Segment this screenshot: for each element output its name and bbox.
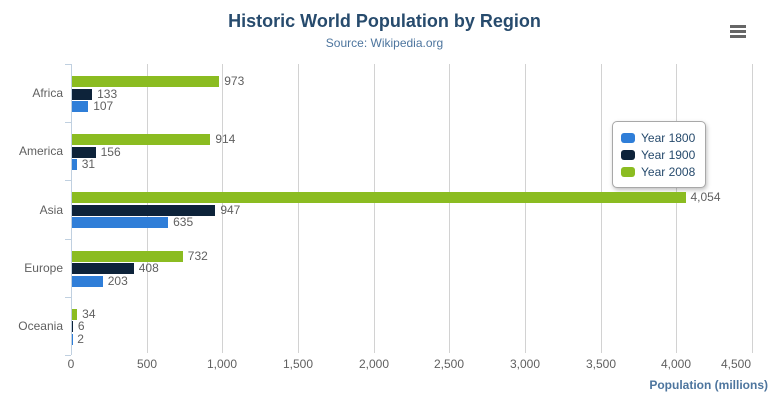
legend-item-label: Year 1900	[641, 147, 696, 162]
x-tick-label: 4,500	[720, 357, 752, 371]
category-label-america: America	[18, 144, 63, 158]
x-tick-label: 500	[136, 357, 158, 371]
gridline	[222, 64, 223, 353]
bar-year-1900-asia[interactable]	[72, 204, 216, 216]
chart-title: Historic World Population by Region	[228, 11, 541, 31]
category-label-africa: Africa	[32, 86, 63, 100]
legend-item-label: Year 1800	[641, 130, 696, 145]
bar-value-label: 34	[82, 306, 96, 321]
bar-value-label: 6	[77, 319, 85, 334]
bar-value-label: 133	[97, 86, 118, 101]
legend-item-year-2008[interactable]: Year 2008	[621, 163, 695, 180]
bar-value-label: 31	[81, 157, 96, 172]
hamburger-menu-icon	[730, 24, 746, 28]
category-label-oceania: Oceania	[18, 319, 63, 333]
bar-value-label: 635	[173, 215, 194, 230]
category-axis-tick	[65, 297, 71, 298]
legend-swatch-year-2008	[621, 166, 635, 177]
gridline	[601, 64, 602, 353]
x-tick-label: 3,500	[585, 357, 617, 371]
hamburger-menu-icon	[730, 34, 746, 38]
bar-year-1900-europe[interactable]	[72, 263, 134, 275]
bar-value-label: 156	[100, 144, 121, 159]
bar-value-label: 408	[138, 261, 159, 276]
bar-value-label: 2	[77, 331, 84, 346]
legend-item-year-1800[interactable]: Year 1800	[621, 129, 695, 146]
legend-swatch-year-1900	[621, 149, 635, 160]
category-axis-tick	[65, 355, 71, 356]
bar-year-1800-europe[interactable]	[72, 275, 103, 287]
x-tick-label: 3,000	[509, 357, 541, 371]
bar-year-2008-asia[interactable]	[72, 192, 686, 204]
bar-year-1900-america[interactable]	[72, 146, 96, 158]
bar-year-2008-america[interactable]	[72, 134, 211, 146]
legend-item-year-1900[interactable]: Year 1900	[621, 146, 695, 163]
bar-year-1900-africa[interactable]	[72, 88, 93, 100]
bar-value-label: 203	[107, 273, 128, 288]
category-axis-tick	[65, 64, 71, 65]
bar-year-1800-asia[interactable]	[72, 217, 169, 229]
gridline	[449, 64, 450, 353]
x-tick-label: 1,500	[282, 357, 314, 371]
gridline	[298, 64, 299, 353]
hamburger-menu-icon	[730, 29, 746, 33]
gridline	[752, 64, 753, 353]
x-tick-label: 4,000	[660, 357, 692, 371]
gridline	[374, 64, 375, 353]
bar-value-label: 947	[220, 202, 241, 217]
bar-year-2008-europe[interactable]	[72, 250, 183, 262]
legend: Year 1800 Year 1900 Year 2008	[612, 121, 707, 188]
chart-subtitle: Source: Wikipedia.org	[325, 36, 444, 50]
x-tick-label: 2,500	[433, 357, 465, 371]
bar-value-label: 973	[224, 74, 245, 88]
x-axis-title: Population (millions)	[649, 378, 768, 392]
gridline	[676, 64, 677, 353]
category-axis-tick	[65, 180, 71, 181]
bar-year-2008-africa[interactable]	[72, 76, 220, 87]
export-menu-button[interactable]	[728, 20, 752, 42]
bar-value-label: 4,054	[690, 190, 721, 205]
bar-value-label: 914	[215, 132, 236, 147]
bar-year-1800-america[interactable]	[72, 159, 77, 171]
legend-item-label: Year 2008	[641, 164, 696, 179]
legend-swatch-year-1800	[621, 132, 635, 143]
x-tick-label: 1,000	[206, 357, 238, 371]
bar-value-label: 107	[93, 99, 114, 113]
bar-year-1800-africa[interactable]	[72, 101, 89, 112]
x-tick-label: 0	[67, 357, 75, 371]
bar-year-1900-oceania[interactable]	[72, 321, 73, 333]
bar-value-label: 732	[187, 248, 208, 263]
x-tick-label: 2,000	[358, 357, 390, 371]
category-axis-tick	[65, 239, 71, 240]
category-label-europe: Europe	[24, 261, 63, 275]
gridline	[525, 64, 526, 353]
category-axis-line	[71, 64, 72, 355]
category-axis-tick	[65, 122, 71, 123]
category-label-asia: Asia	[39, 203, 63, 217]
bar-year-2008-oceania[interactable]	[72, 308, 78, 320]
